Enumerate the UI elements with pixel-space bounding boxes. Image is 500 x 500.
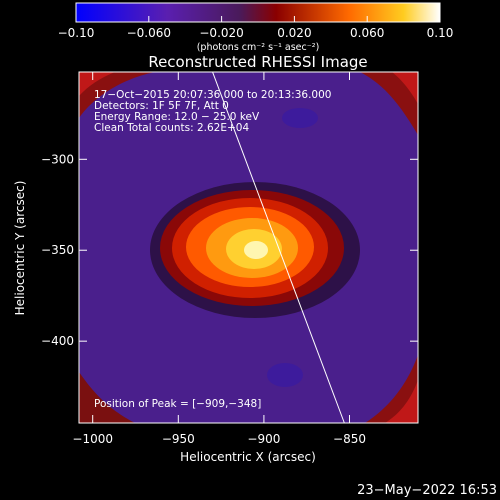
y-tick-label: −350 xyxy=(41,243,74,257)
chart-title: Reconstructed RHESSI Image xyxy=(148,53,367,71)
colorbar-tick-label: 0.020 xyxy=(277,26,311,40)
peak-position-label: Position of Peak = [−909,−348] xyxy=(94,398,261,410)
colorbar-tick-label: −0.10 xyxy=(58,26,95,40)
colorbar-tick-label: 0.060 xyxy=(350,26,384,40)
observation-info: 17−Oct−2015 20:07:36.000 to 20:13:36.000… xyxy=(94,89,331,134)
x-tick-label: −950 xyxy=(162,432,195,446)
x-axis-label: Heliocentric X (arcsec) xyxy=(180,450,316,464)
info-line-time: 17−Oct−2015 20:07:36.000 to 20:13:36.000 xyxy=(94,89,331,101)
heatmap-image xyxy=(79,72,418,423)
solar-limb-line xyxy=(212,72,345,423)
y-tick-label: −400 xyxy=(41,334,74,348)
x-tick-label: −850 xyxy=(333,432,366,446)
y-tick-label: −300 xyxy=(41,152,74,166)
colorbar-tick-label: −0.020 xyxy=(199,26,243,40)
timestamp: 23−May−2022 16:53 xyxy=(357,483,497,498)
y-axis-label: Heliocentric Y (arcsec) xyxy=(13,181,27,316)
colorbar-units-label: (photons cm⁻² s⁻¹ asec⁻²) xyxy=(197,42,320,53)
colorbar-tick-label: 0.10 xyxy=(427,26,454,40)
x-axis-ticks: −1000 −950 −900 −850 xyxy=(72,72,366,446)
y-axis-ticks: −300 −350 −400 xyxy=(41,152,418,348)
info-line-detectors: Detectors: 1F 5F 7F, Att 0 xyxy=(94,100,229,112)
plot-frame xyxy=(78,71,419,424)
colorbar-tick-label: −0.060 xyxy=(127,26,171,40)
x-tick-label: −900 xyxy=(247,432,280,446)
x-tick-label: −1000 xyxy=(72,432,113,446)
colorbar-gradient xyxy=(75,2,441,23)
colorbar-ticks: −0.10 −0.060 −0.020 0.020 0.060 0.10 xyxy=(58,16,454,40)
colorbar: −0.10 −0.060 −0.020 0.020 0.060 0.10 (photons… xyxy=(58,2,454,53)
info-line-energy: Energy Range: 12.0 − 25.0 keV xyxy=(94,111,260,123)
info-line-counts: Clean Total counts: 2.62E+04 xyxy=(94,122,249,134)
